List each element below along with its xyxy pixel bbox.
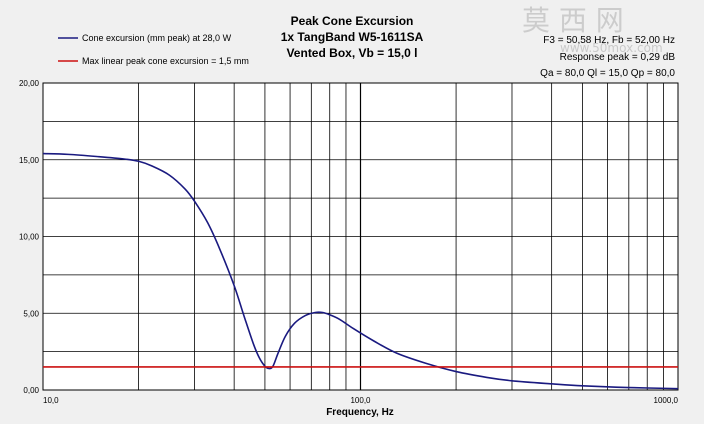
legend-label-excursion: Cone excursion (mm peak) at 28,0 W	[82, 33, 232, 43]
y-tick-label: 15,00	[19, 156, 40, 165]
x-tick-label: 100,0	[350, 396, 371, 405]
x-axis-label: Frequency, Hz	[326, 407, 394, 418]
legend-label-max-linear: Max linear peak cone excursion = 1,5 mm	[82, 56, 249, 66]
info-line-1: F3 = 50,58 Hz, Fb = 52,00 Hz	[543, 35, 675, 46]
y-tick-label: 20,00	[19, 79, 40, 88]
y-tick-label: 5,00	[23, 309, 39, 318]
x-tick-label: 1000,0	[654, 396, 679, 405]
watermark-url: www.50mox.com	[560, 41, 663, 55]
chart-title-line-2: 1x TangBand W5-1611SA	[281, 30, 424, 44]
chart-title-line-1: Peak Cone Excursion	[291, 14, 414, 28]
y-tick-label: 10,00	[19, 233, 40, 242]
plot-frame	[42, 82, 679, 391]
chart-title-line-3: Vented Box, Vb = 15,0 l	[286, 46, 417, 60]
info-line-3: Qa = 80,0 Ql = 15,0 Qp = 80,0	[540, 68, 675, 79]
x-tick-label: 10,0	[43, 396, 59, 405]
y-tick-label: 0,00	[23, 386, 39, 395]
watermark-text: 莫 西 网	[522, 4, 624, 37]
info-line-2: Response peak = 0,29 dB	[560, 52, 676, 63]
series-line-excursion	[42, 152, 679, 390]
